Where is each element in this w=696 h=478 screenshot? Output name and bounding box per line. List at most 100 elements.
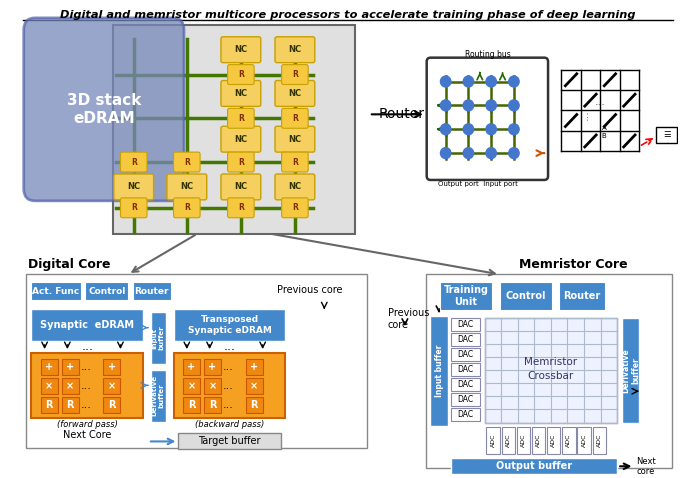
- Text: (forward pass): (forward pass): [57, 420, 118, 429]
- Text: ×: ×: [250, 381, 258, 391]
- Text: DAC: DAC: [457, 365, 474, 374]
- Text: ADC: ADC: [536, 434, 541, 447]
- Text: Control: Control: [505, 291, 546, 301]
- Text: ADC: ADC: [582, 434, 587, 447]
- Text: NC: NC: [288, 89, 301, 98]
- Bar: [178, 434, 280, 449]
- Text: R: R: [184, 158, 190, 166]
- Bar: [451, 348, 480, 361]
- Text: Derivative
buffer: Derivative buffer: [621, 348, 640, 393]
- Text: ...: ...: [81, 381, 92, 391]
- Bar: [113, 25, 355, 234]
- Text: Control: Control: [88, 287, 125, 296]
- FancyBboxPatch shape: [228, 152, 254, 172]
- Circle shape: [441, 148, 451, 159]
- Text: DAC: DAC: [457, 395, 474, 404]
- Bar: [183, 359, 200, 375]
- Text: ×: ×: [66, 381, 74, 391]
- FancyBboxPatch shape: [282, 65, 308, 85]
- Text: R: R: [292, 203, 298, 212]
- Text: Input
buffer: Input buffer: [152, 326, 165, 350]
- Text: ...: ...: [580, 109, 590, 120]
- Text: R: R: [251, 400, 258, 410]
- Bar: [516, 426, 530, 455]
- FancyBboxPatch shape: [275, 80, 315, 107]
- Text: ×: ×: [208, 381, 216, 391]
- Text: ...: ...: [223, 362, 234, 372]
- FancyBboxPatch shape: [120, 152, 147, 172]
- Text: NC: NC: [235, 135, 247, 144]
- Text: ...: ...: [81, 400, 92, 410]
- Circle shape: [441, 76, 451, 87]
- Text: Next
core: Next core: [636, 456, 656, 476]
- FancyBboxPatch shape: [282, 198, 308, 218]
- Bar: [246, 397, 262, 413]
- Circle shape: [464, 76, 473, 87]
- FancyBboxPatch shape: [275, 174, 315, 200]
- Text: Router: Router: [134, 287, 169, 296]
- Text: ...: ...: [81, 340, 93, 353]
- FancyBboxPatch shape: [282, 152, 308, 172]
- FancyBboxPatch shape: [221, 126, 261, 152]
- Bar: [151, 370, 166, 422]
- Bar: [440, 282, 492, 310]
- Text: ...: ...: [595, 97, 606, 107]
- Bar: [451, 378, 480, 391]
- Text: ADC: ADC: [567, 434, 571, 447]
- Text: Memristor Core: Memristor Core: [519, 259, 627, 272]
- Text: R: R: [131, 203, 136, 212]
- Text: NC: NC: [288, 135, 301, 144]
- FancyBboxPatch shape: [282, 109, 308, 128]
- Text: ADC: ADC: [551, 434, 556, 447]
- Text: R: R: [238, 158, 244, 166]
- Text: Next Core: Next Core: [63, 431, 111, 440]
- Text: R: R: [292, 114, 298, 123]
- Bar: [246, 378, 262, 394]
- Text: +: +: [187, 362, 196, 372]
- Bar: [31, 309, 143, 341]
- Text: Synaptic  eDRAM: Synaptic eDRAM: [40, 320, 134, 330]
- Text: R: R: [238, 114, 244, 123]
- Text: DAC: DAC: [457, 350, 474, 359]
- Bar: [451, 408, 480, 421]
- Bar: [560, 282, 605, 310]
- Bar: [451, 318, 480, 331]
- Bar: [173, 309, 285, 341]
- Text: R: R: [292, 158, 298, 166]
- Circle shape: [486, 148, 496, 159]
- Text: +: +: [108, 362, 116, 372]
- Bar: [104, 397, 120, 413]
- Circle shape: [486, 76, 496, 87]
- Text: ...: ...: [223, 400, 234, 410]
- Text: Digital Core: Digital Core: [28, 259, 110, 272]
- Bar: [41, 378, 58, 394]
- Text: Previous
core: Previous core: [388, 308, 429, 330]
- Text: ADC: ADC: [506, 434, 511, 447]
- Text: Memristor: Memristor: [524, 358, 578, 368]
- Bar: [86, 282, 128, 300]
- Text: NC: NC: [288, 45, 301, 54]
- Text: NC: NC: [180, 183, 193, 191]
- Bar: [62, 359, 79, 375]
- FancyBboxPatch shape: [114, 174, 154, 200]
- Circle shape: [509, 100, 519, 111]
- FancyBboxPatch shape: [228, 109, 254, 128]
- Text: R: R: [131, 158, 136, 166]
- Bar: [451, 363, 480, 376]
- Text: R: R: [238, 70, 244, 79]
- Text: +: +: [250, 362, 258, 372]
- Text: 3D stack
eDRAM: 3D stack eDRAM: [67, 93, 141, 126]
- Text: R: R: [292, 70, 298, 79]
- Circle shape: [441, 100, 451, 111]
- Text: +: +: [208, 362, 216, 372]
- Bar: [133, 282, 171, 300]
- Bar: [183, 397, 200, 413]
- Text: NC: NC: [127, 183, 141, 191]
- Text: Output port  Input port: Output port Input port: [438, 181, 518, 187]
- Bar: [151, 312, 166, 364]
- Bar: [62, 378, 79, 394]
- Bar: [451, 393, 480, 406]
- Text: ×: ×: [187, 381, 196, 391]
- Bar: [622, 318, 639, 423]
- Text: ×: ×: [45, 381, 54, 391]
